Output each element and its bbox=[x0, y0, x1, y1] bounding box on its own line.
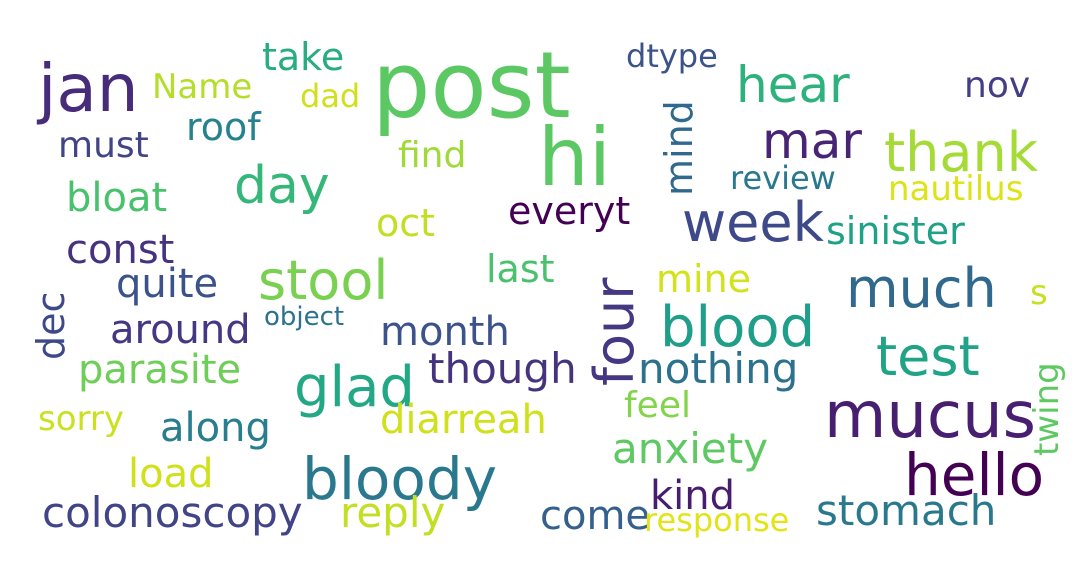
word-thank: thank bbox=[884, 121, 1038, 184]
word-post: post bbox=[372, 32, 571, 139]
word-hi: hi bbox=[538, 111, 611, 204]
word-diarreah: diarreah bbox=[380, 397, 547, 443]
word-bloody: bloody bbox=[302, 445, 498, 513]
word-around: around bbox=[110, 307, 251, 353]
word-test: test bbox=[876, 325, 980, 388]
word-blood: blood bbox=[660, 295, 816, 360]
word-nautilus: nautilus bbox=[888, 169, 1024, 209]
word-much: much bbox=[846, 257, 997, 320]
word-name: Name bbox=[152, 67, 253, 107]
word-nothing: nothing bbox=[638, 344, 799, 393]
word-bloat: bloat bbox=[66, 175, 168, 221]
word-though: though bbox=[428, 344, 577, 393]
word-parasite: parasite bbox=[78, 347, 242, 393]
word-nov: nov bbox=[964, 65, 1031, 106]
word-roof: roof bbox=[186, 105, 261, 149]
word-glad: glad bbox=[294, 355, 415, 420]
word-hear: hear bbox=[736, 56, 850, 114]
word-jan: jan bbox=[38, 50, 139, 127]
word-colonoscopy: colonoscopy bbox=[42, 488, 303, 537]
word-mine: mine bbox=[656, 257, 752, 301]
word-s: s bbox=[1030, 273, 1048, 313]
word-month: month bbox=[380, 309, 510, 355]
word-mucus: mucus bbox=[824, 379, 1036, 453]
word-sinister: sinister bbox=[826, 209, 965, 253]
word-must: must bbox=[58, 125, 149, 166]
word-sorry: sorry bbox=[38, 399, 124, 439]
word-const: const bbox=[66, 227, 175, 273]
word-dtype: dtype bbox=[626, 37, 718, 75]
word-along: along bbox=[160, 405, 271, 451]
word-feel: feel bbox=[624, 385, 691, 426]
word-reply: reply bbox=[340, 488, 446, 537]
word-mind: mind bbox=[657, 100, 701, 196]
word-review: review bbox=[730, 159, 836, 197]
word-everyt: everyt bbox=[508, 189, 631, 233]
word-come: come bbox=[540, 493, 651, 539]
word-dec: dec bbox=[29, 291, 73, 360]
word-last: last bbox=[486, 247, 555, 291]
word-response: response bbox=[644, 501, 790, 539]
word-day: day bbox=[234, 156, 330, 216]
word-find: find bbox=[398, 135, 467, 176]
word-stomach: stomach bbox=[816, 486, 997, 535]
word-week: week bbox=[682, 191, 824, 254]
word-mar: mar bbox=[762, 112, 862, 170]
word-take: take bbox=[262, 35, 345, 79]
word-stool: stool bbox=[258, 249, 389, 312]
word-dad: dad bbox=[300, 77, 361, 115]
word-four: four bbox=[583, 277, 646, 386]
word-object: object bbox=[264, 302, 345, 332]
word-load: load bbox=[128, 451, 214, 497]
word-kind: kind bbox=[650, 473, 736, 519]
word-anxiety: anxiety bbox=[612, 424, 769, 473]
word-hello: hello bbox=[904, 441, 1045, 509]
word-quite: quite bbox=[116, 261, 219, 307]
word-oct: oct bbox=[376, 201, 436, 245]
